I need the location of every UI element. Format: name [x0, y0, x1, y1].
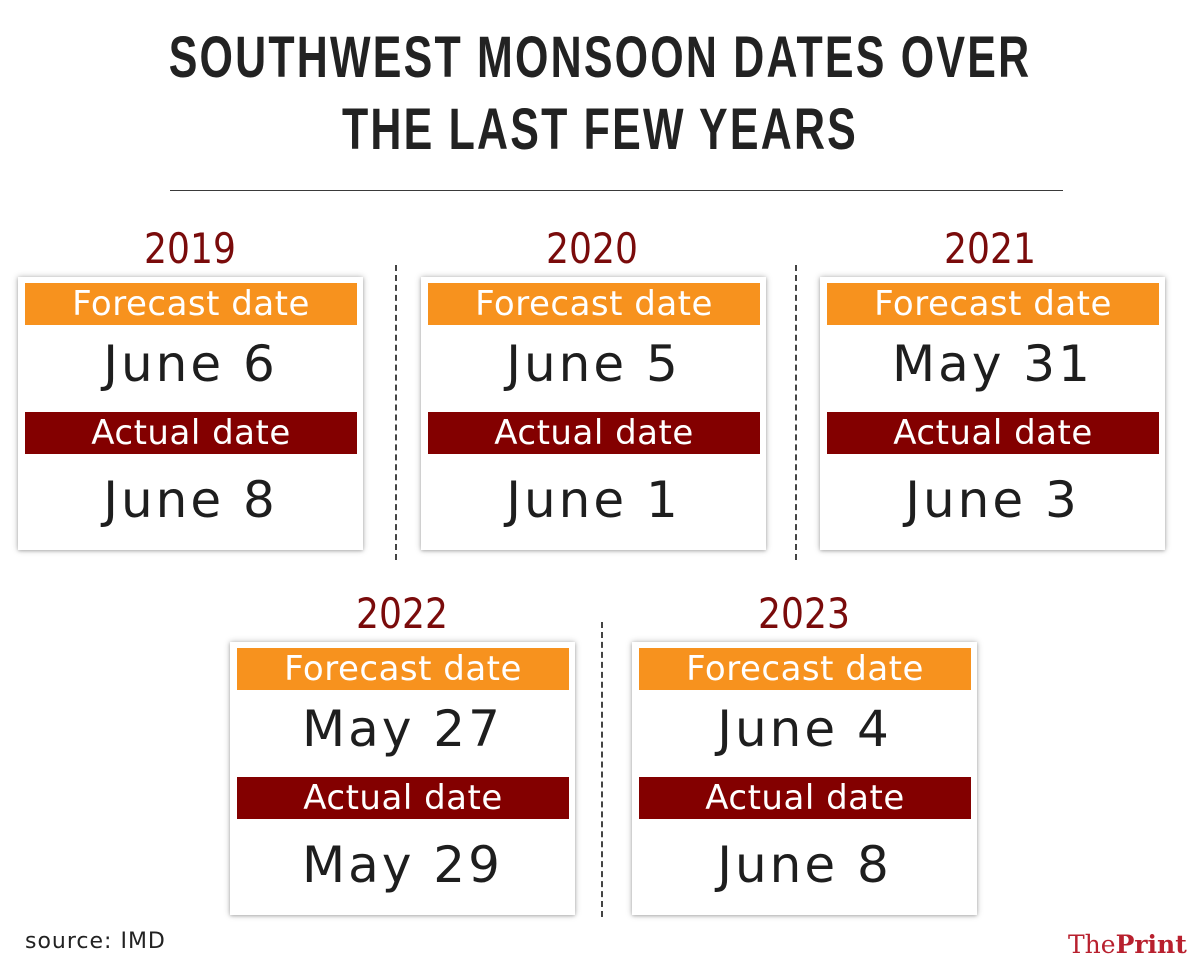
- actual-band: Actual date: [237, 777, 569, 819]
- forecast-band: Forecast date: [428, 283, 760, 325]
- dashed-divider: [601, 622, 603, 917]
- year-label-2022: 2022: [356, 589, 448, 638]
- page-title: SOUTHWEST MONSOON DATES OVER THE LAST FE…: [156, 22, 1044, 166]
- title-line-1: SOUTHWEST MONSOON DATES OVER: [168, 25, 1032, 90]
- monsoon-card-2020: Forecast date June 5 Actual date June 1: [421, 277, 766, 550]
- forecast-date: June 5: [506, 335, 681, 393]
- logo-name: Print: [1115, 930, 1187, 959]
- logo-prefix: The: [1068, 930, 1116, 959]
- monsoon-card-2019: Forecast date June 6 Actual date June 8: [18, 277, 363, 550]
- title-divider: [170, 190, 1063, 191]
- forecast-date: May 31: [892, 335, 1093, 393]
- actual-band: Actual date: [639, 777, 971, 819]
- dashed-divider: [395, 265, 397, 560]
- title-line-2: THE LAST FEW YEARS: [341, 97, 859, 162]
- dashed-divider: [795, 265, 797, 560]
- monsoon-card-2021: Forecast date May 31 Actual date June 3: [820, 277, 1165, 550]
- forecast-band: Forecast date: [827, 283, 1159, 325]
- forecast-band: Forecast date: [639, 648, 971, 690]
- year-label-2020: 2020: [546, 224, 638, 273]
- actual-band: Actual date: [827, 412, 1159, 454]
- year-label-2019: 2019: [144, 224, 236, 273]
- forecast-band: Forecast date: [237, 648, 569, 690]
- actual-date: May 29: [302, 836, 503, 894]
- theprint-logo: ThePrint: [1068, 928, 1187, 962]
- actual-date: June 1: [506, 471, 681, 529]
- source-note: source: IMD: [25, 929, 166, 954]
- monsoon-card-2022: Forecast date May 27 Actual date May 29: [230, 642, 575, 915]
- year-label-2023: 2023: [758, 589, 850, 638]
- forecast-band: Forecast date: [25, 283, 357, 325]
- forecast-date: June 4: [717, 700, 892, 758]
- actual-band: Actual date: [428, 412, 760, 454]
- actual-date: June 8: [717, 836, 892, 894]
- forecast-date: June 6: [103, 335, 278, 393]
- actual-date: June 8: [103, 471, 278, 529]
- actual-band: Actual date: [25, 412, 357, 454]
- actual-date: June 3: [905, 471, 1080, 529]
- forecast-date: May 27: [302, 700, 503, 758]
- monsoon-card-2023: Forecast date June 4 Actual date June 8: [632, 642, 977, 915]
- year-label-2021: 2021: [944, 224, 1036, 273]
